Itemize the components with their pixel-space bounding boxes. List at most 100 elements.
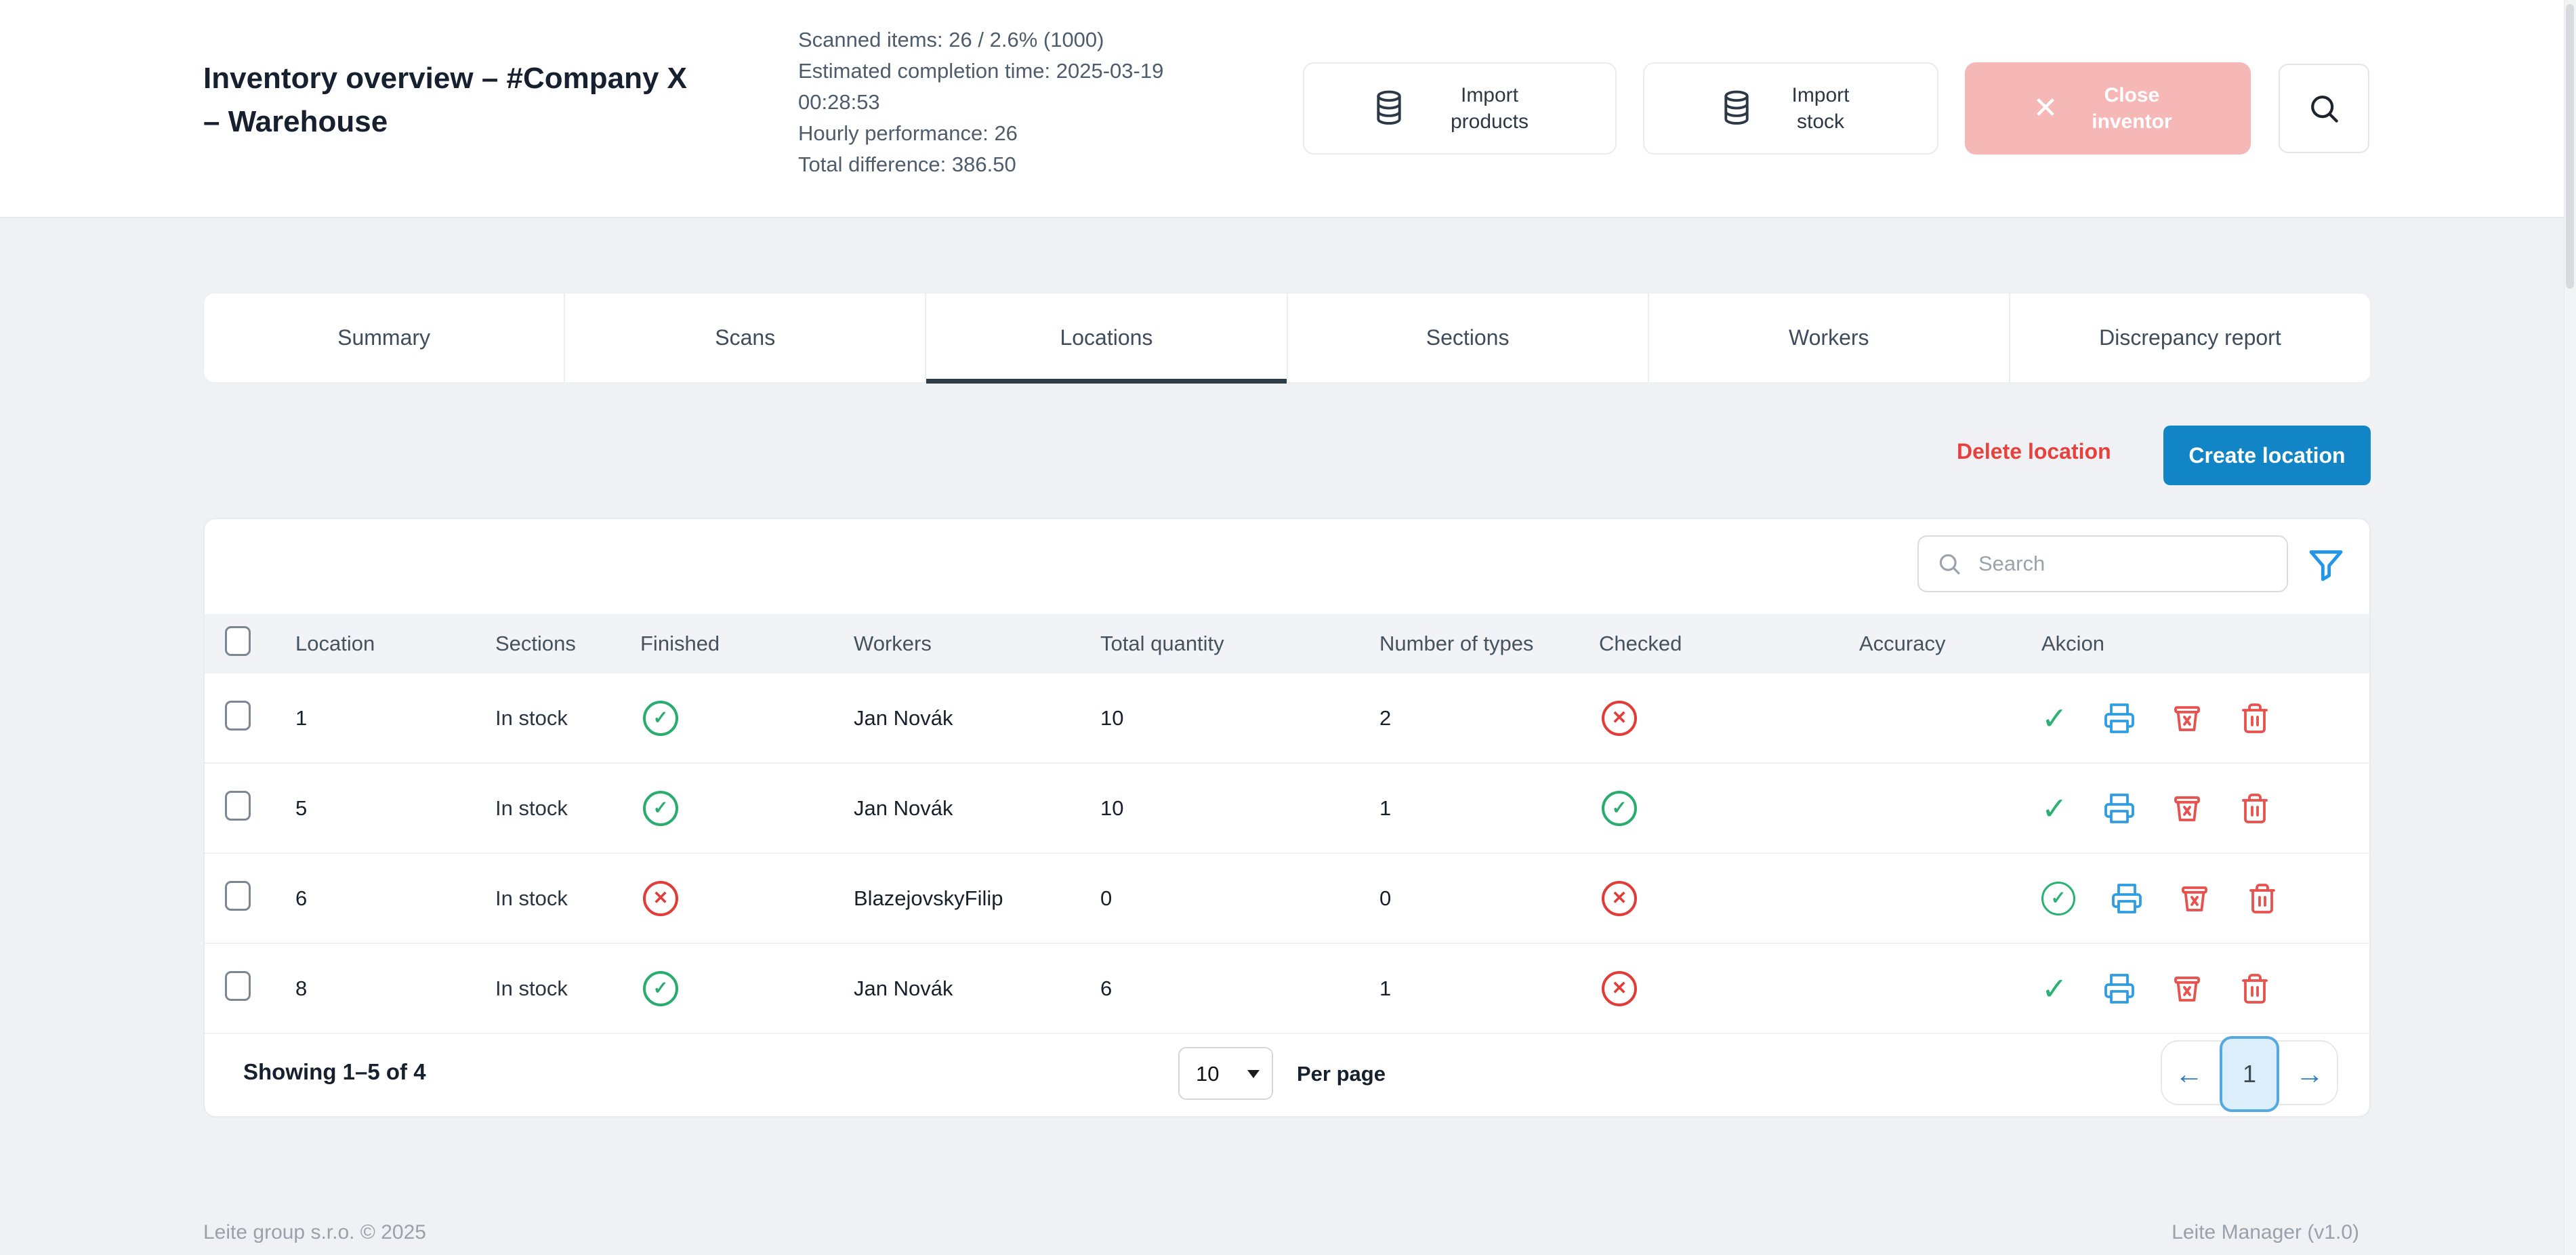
delete-trash-icon[interactable] [2239, 972, 2271, 1005]
import-stock-label: Import stock [1791, 84, 1850, 133]
discard-bin-x-icon[interactable] [2171, 702, 2203, 735]
approve-check-icon[interactable] [2041, 970, 2068, 1007]
delete-trash-icon[interactable] [2239, 792, 2271, 825]
table-row: 1 In stock Jan Novák 10 2 [205, 674, 2369, 764]
table-row: 6 In stock BlazejovskyFilip 0 0 [205, 854, 2369, 944]
col-akcion: Akcion [2041, 632, 2105, 655]
tab-locations[interactable]: Locations [926, 293, 1288, 384]
cell-workers: Jan Novák [854, 976, 953, 1000]
checked-status-icon [1602, 970, 1637, 1006]
cell-total-quantity: 6 [1100, 976, 1113, 1000]
tab-label: Sections [1426, 325, 1510, 350]
tab-bar: Summary Scans Locations Sections Workers… [203, 293, 2371, 384]
cell-sections: In stock [495, 705, 568, 730]
tab-label: Locations [1060, 325, 1153, 350]
tab-sections[interactable]: Sections [1288, 293, 1649, 382]
checked-status-icon [1602, 790, 1637, 826]
scrollbar[interactable] [2564, 0, 2576, 1255]
next-page-arrow-icon[interactable]: → [2283, 1042, 2337, 1107]
cell-total-quantity: 10 [1100, 705, 1124, 730]
table-header-row: Location Sections Finished Workers Total… [205, 614, 2369, 674]
cell-location: 5 [295, 796, 308, 820]
filter-icon[interactable] [2305, 543, 2348, 587]
stat-hourly-performance: Hourly performance: 26 [798, 121, 1018, 145]
tab-workers[interactable]: Workers [1649, 293, 2010, 382]
finished-status-icon [643, 880, 678, 916]
discard-bin-x-icon[interactable] [2171, 792, 2203, 825]
cell-workers: BlazejovskyFilip [854, 886, 1003, 910]
col-accuracy: Accuracy [1859, 632, 1946, 655]
close-icon: ✕ [2033, 91, 2058, 125]
approve-check-icon[interactable] [2041, 881, 2075, 915]
discard-bin-x-icon[interactable] [2178, 882, 2211, 915]
discard-bin-x-icon[interactable] [2171, 972, 2203, 1005]
row-checkbox[interactable] [225, 700, 251, 731]
per-page-select-wrap: 10 [1178, 1047, 1273, 1100]
tab-summary[interactable]: Summary [204, 293, 566, 382]
row-checkbox[interactable] [225, 880, 251, 911]
scrollbar-thumb[interactable] [2566, 4, 2574, 289]
col-location: Location [295, 632, 375, 655]
cell-workers: Jan Novák [854, 705, 953, 730]
database-icon [1717, 89, 1756, 128]
finished-status-icon [643, 790, 678, 826]
cell-number-of-types: 2 [1379, 705, 1392, 730]
approve-check-icon[interactable] [2041, 790, 2068, 827]
approve-check-icon[interactable] [2041, 700, 2068, 737]
table-search-box [1917, 535, 2288, 592]
global-search-button[interactable] [2279, 64, 2369, 153]
prev-page-arrow-icon[interactable]: ← [2162, 1042, 2216, 1107]
delete-trash-icon[interactable] [2239, 702, 2271, 735]
tab-label: Workers [1789, 325, 1869, 350]
print-icon[interactable] [2103, 972, 2136, 1005]
stat-estimated-completion: Estimated completion time: 2025-03-19 00… [798, 59, 1164, 114]
col-sections: Sections [495, 632, 576, 655]
search-icon [1935, 550, 1964, 578]
current-page-button[interactable]: 1 [2220, 1036, 2279, 1112]
select-all-checkbox[interactable] [225, 626, 251, 656]
create-location-button[interactable]: Create location [2163, 426, 2371, 485]
finished-status-icon [643, 970, 678, 1006]
footer-app-version: Leite Manager (v1.0) [2172, 1221, 2359, 1243]
row-actions [2041, 970, 2349, 1007]
header-bar: Inventory overview – #Company X – Wareho… [0, 0, 2576, 218]
page-title: Inventory overview – #Company X – Wareho… [203, 62, 688, 138]
per-page-select[interactable]: 10 [1178, 1047, 1273, 1100]
pagination: ← 1 → [2161, 1036, 2338, 1112]
row-checkbox[interactable] [225, 790, 251, 821]
close-inventory-label: Close inventor [2092, 84, 2172, 133]
table-row: 5 In stock Jan Novák 10 1 [205, 764, 2369, 854]
stat-total-difference: Total difference: 386.50 [798, 152, 1016, 176]
tab-label: Scans [715, 325, 776, 350]
stat-scanned-items: Scanned items: 26 / 2.6% (1000) [798, 28, 1104, 52]
print-icon[interactable] [2111, 882, 2143, 915]
import-stock-button[interactable]: Import stock [1643, 62, 1938, 155]
finished-status-icon [643, 700, 678, 736]
inventory-stats: Scanned items: 26 / 2.6% (1000) Estimate… [798, 24, 1245, 180]
close-inventory-button[interactable]: ✕ Close inventor [1965, 62, 2251, 155]
cell-sections: In stock [495, 886, 568, 910]
print-icon[interactable] [2103, 792, 2136, 825]
cell-total-quantity: 0 [1100, 886, 1113, 910]
delete-trash-icon[interactable] [2246, 882, 2279, 915]
print-icon[interactable] [2103, 702, 2136, 735]
checked-status-icon [1602, 880, 1637, 916]
cell-workers: Jan Novák [854, 796, 953, 820]
tab-discrepancy-report[interactable]: Discrepancy report [2010, 293, 2370, 382]
per-page-label: Per page [1297, 1062, 1386, 1086]
cell-sections: In stock [495, 976, 568, 1000]
row-checkbox[interactable] [225, 970, 251, 1001]
tab-label: Summary [337, 325, 431, 350]
footer-company: Leite group s.r.o. © 2025 [203, 1221, 426, 1243]
import-products-button[interactable]: Import products [1303, 62, 1617, 155]
col-workers: Workers [854, 632, 932, 655]
cell-sections: In stock [495, 796, 568, 820]
table-search-input[interactable] [1978, 552, 2270, 576]
locations-table-card: Location Sections Finished Workers Total… [203, 518, 2371, 1117]
delete-location-button[interactable]: Delete location [1957, 439, 2111, 464]
search-icon [2305, 89, 2343, 127]
tab-scans[interactable]: Scans [565, 293, 927, 382]
cell-location: 1 [295, 705, 308, 730]
col-total-quantity: Total quantity [1100, 632, 1224, 655]
table-body: 1 In stock Jan Novák 10 2 [205, 674, 2369, 1034]
